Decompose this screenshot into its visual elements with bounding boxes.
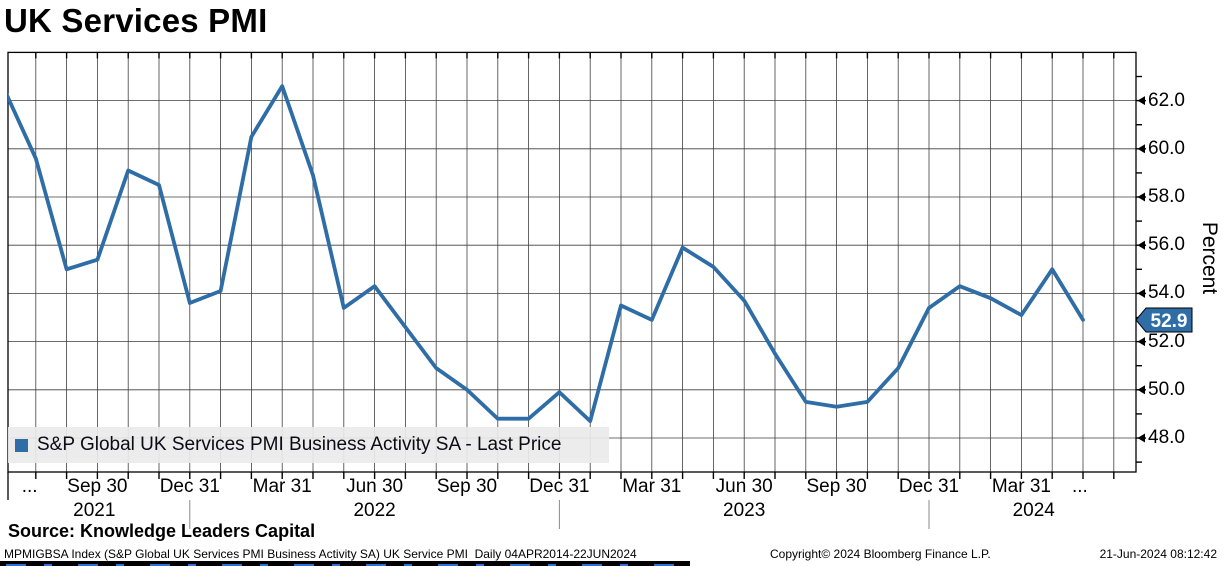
plot-border [7, 51, 1137, 473]
cropped-bottom-bar-marks [6, 564, 676, 566]
legend: S&P Global UK Services PMI Business Acti… [8, 427, 609, 463]
y-tick-label: 60.0 [1148, 137, 1185, 159]
x-tick-label: Dec 31 [529, 476, 590, 497]
footer-copyright: Copyright© 2024 Bloomberg Finance L.P. [770, 547, 991, 561]
y-tick-label: 52.0 [1148, 330, 1185, 352]
y-tick-label: 56.0 [1148, 234, 1185, 256]
cropped-bottom-bar [0, 561, 690, 566]
last-price-value: 52.9 [1151, 311, 1188, 332]
y-tick-label: 58.0 [1148, 186, 1185, 207]
x-tick-label: ... [21, 476, 38, 497]
x-tick-label: Dec 31 [159, 476, 220, 497]
y-tick-arrow-icon [1137, 192, 1145, 202]
x-year-label: 2022 [353, 500, 396, 521]
x-year-label: 2024 [1012, 500, 1055, 521]
y-tick-arrow-icon [1137, 433, 1145, 443]
y-tick-label: 62.0 [1148, 89, 1185, 111]
page-title: UK Services PMI [4, 2, 268, 39]
y-tick-label: 54.0 [1148, 282, 1185, 304]
x-year-label: 2023 [723, 500, 766, 521]
y-tick-arrow-icon [1137, 337, 1145, 347]
y-tick-arrow-icon [1137, 96, 1145, 106]
y-tick-arrow-icon [1137, 240, 1145, 250]
x-tick-label: Jun 30 [715, 476, 773, 497]
y-axis-title: Percent [1198, 221, 1221, 295]
footer-ticker-description: MPMIGBSA Index (S&P Global UK Services P… [4, 547, 637, 561]
x-year-label: 2021 [73, 500, 116, 521]
source-attribution: Source: Knowledge Leaders Capital [8, 521, 316, 541]
x-tick-label: Dec 31 [898, 476, 960, 497]
x-tick-label: Mar 31 [252, 476, 312, 497]
footer-timestamp: 21-Jun-2024 08:12:42 [1099, 547, 1217, 561]
x-tick-label: Jun 30 [346, 476, 404, 497]
pmi-series-line [8, 84, 1085, 423]
y-tick-arrow-icon [1137, 385, 1145, 395]
legend-series-label: S&P Global UK Services PMI Business Acti… [37, 434, 562, 455]
y-tick-arrow-icon [1137, 288, 1145, 298]
y-tick-label: 50.0 [1148, 378, 1185, 400]
x-tick-label: Sep 30 [67, 476, 128, 497]
x-tick-label: Mar 31 [622, 476, 682, 497]
last-price-badge: 52.9 [1135, 307, 1193, 333]
x-tick-label: Sep 30 [436, 476, 498, 497]
legend-series-marker-icon [15, 438, 28, 452]
x-tick-label: Sep 30 [806, 476, 867, 497]
x-tick-label: ... [1071, 476, 1088, 497]
last-price-badge-shape [1135, 307, 1193, 333]
x-tick-label: Mar 31 [991, 476, 1051, 497]
y-tick-arrow-icon [1137, 144, 1145, 154]
y-tick-label: 48.0 [1148, 427, 1185, 448]
